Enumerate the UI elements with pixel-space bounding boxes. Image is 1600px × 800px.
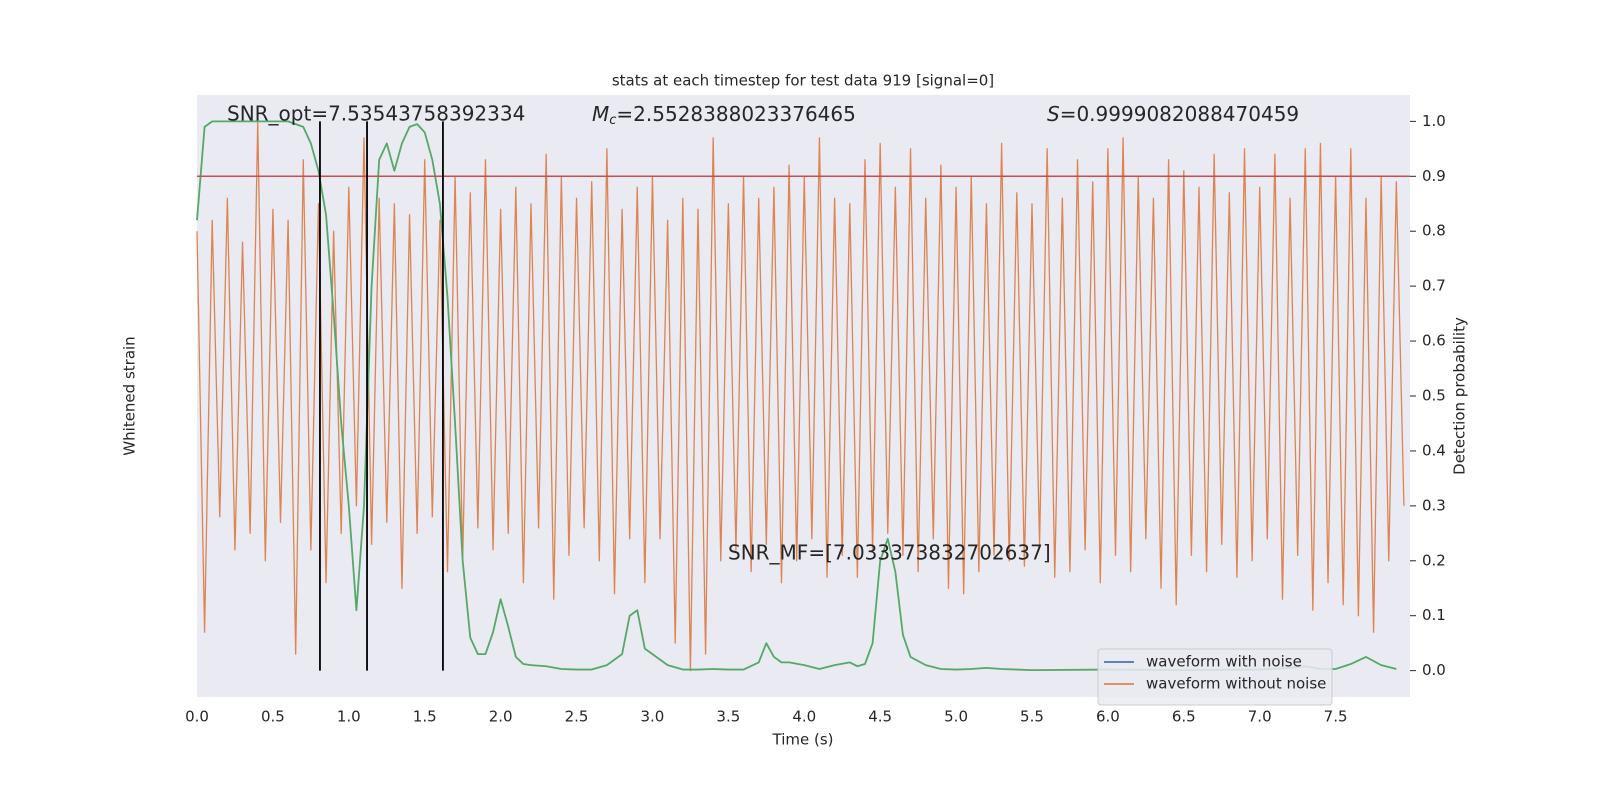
annotation: S=0.9999082088470459	[1047, 102, 1299, 126]
x-tick-label: 0.0	[185, 708, 209, 726]
series-line	[196, 120, 1405, 672]
x-tick-label: 6.5	[1172, 708, 1196, 726]
x-tick-label: 4.0	[792, 708, 816, 726]
legend-label: waveform without noise	[1146, 675, 1326, 693]
axes: 0.0 0.5 1.0 1.5 2.0 2.5 3.0 3.5 4.0 4.5 5.0 5.5 6.0 6…	[185, 112, 1446, 726]
annotations: SNR_opt=7.53543758392334 Mc=2.5528388023…	[227, 102, 1299, 565]
y2-tick-label: 0.8	[1422, 222, 1446, 240]
y2-tick-label: 0.7	[1422, 277, 1446, 295]
y2-tick-label: 0.1	[1422, 606, 1446, 624]
annotation: SNR_opt=7.53543758392334	[227, 102, 525, 126]
y2-tick-label: 1.0	[1422, 112, 1446, 130]
x-axis-label: Time (s)	[772, 731, 834, 749]
x-tick-label: 5.5	[1020, 708, 1044, 726]
y2-tick-label: 0.2	[1422, 551, 1446, 569]
x-tick-label: 3.0	[641, 708, 665, 726]
x-tick-label: 1.0	[337, 708, 361, 726]
annotation: Mc=2.5528388023376465	[592, 102, 856, 128]
annotation-value: =0.9999082088470459	[1060, 102, 1299, 126]
y2-tick-label: 0.5	[1422, 387, 1446, 405]
annotation-symbol: S	[1047, 102, 1060, 126]
annotation-subscript: c	[609, 113, 616, 128]
chart-title: stats at each timestep for test data 919…	[612, 72, 994, 90]
x-tick-label: 6.0	[1096, 708, 1120, 726]
x-tick-label: 3.5	[716, 708, 740, 726]
x-tick-label: 4.5	[868, 708, 892, 726]
annotation-symbol: M	[592, 102, 609, 126]
y2-axis-label: Detection probability	[1451, 317, 1469, 475]
x-tick-label: 2.5	[565, 708, 589, 726]
y2-tick-label: 0.9	[1422, 167, 1446, 185]
legend-box	[1097, 648, 1333, 706]
annotation-value: =2.5528388023376465	[616, 102, 855, 126]
marks	[196, 120, 1410, 672]
x-tick-label: 2.0	[489, 708, 513, 726]
x-tick-label: 5.0	[944, 708, 968, 726]
y2-tick-label: 0.3	[1422, 496, 1446, 514]
y2-tick-label: 0.4	[1422, 441, 1446, 459]
series-line	[196, 120, 1397, 671]
legend: waveform with noise waveform without nois…	[1097, 648, 1333, 706]
annotation: SNR_MF=[7.033373832702637]	[728, 541, 1051, 565]
legend-label: waveform with noise	[1146, 653, 1302, 671]
y-axis-label: Whitened strain	[121, 336, 139, 455]
x-tick-label: 7.5	[1324, 708, 1348, 726]
y2-tick-label: 0.0	[1422, 661, 1446, 679]
x-tick-label: 7.0	[1248, 708, 1272, 726]
y2-tick-label: 0.6	[1422, 332, 1446, 350]
x-tick-label: 0.5	[261, 708, 285, 726]
x-tick-label: 1.5	[413, 708, 437, 726]
